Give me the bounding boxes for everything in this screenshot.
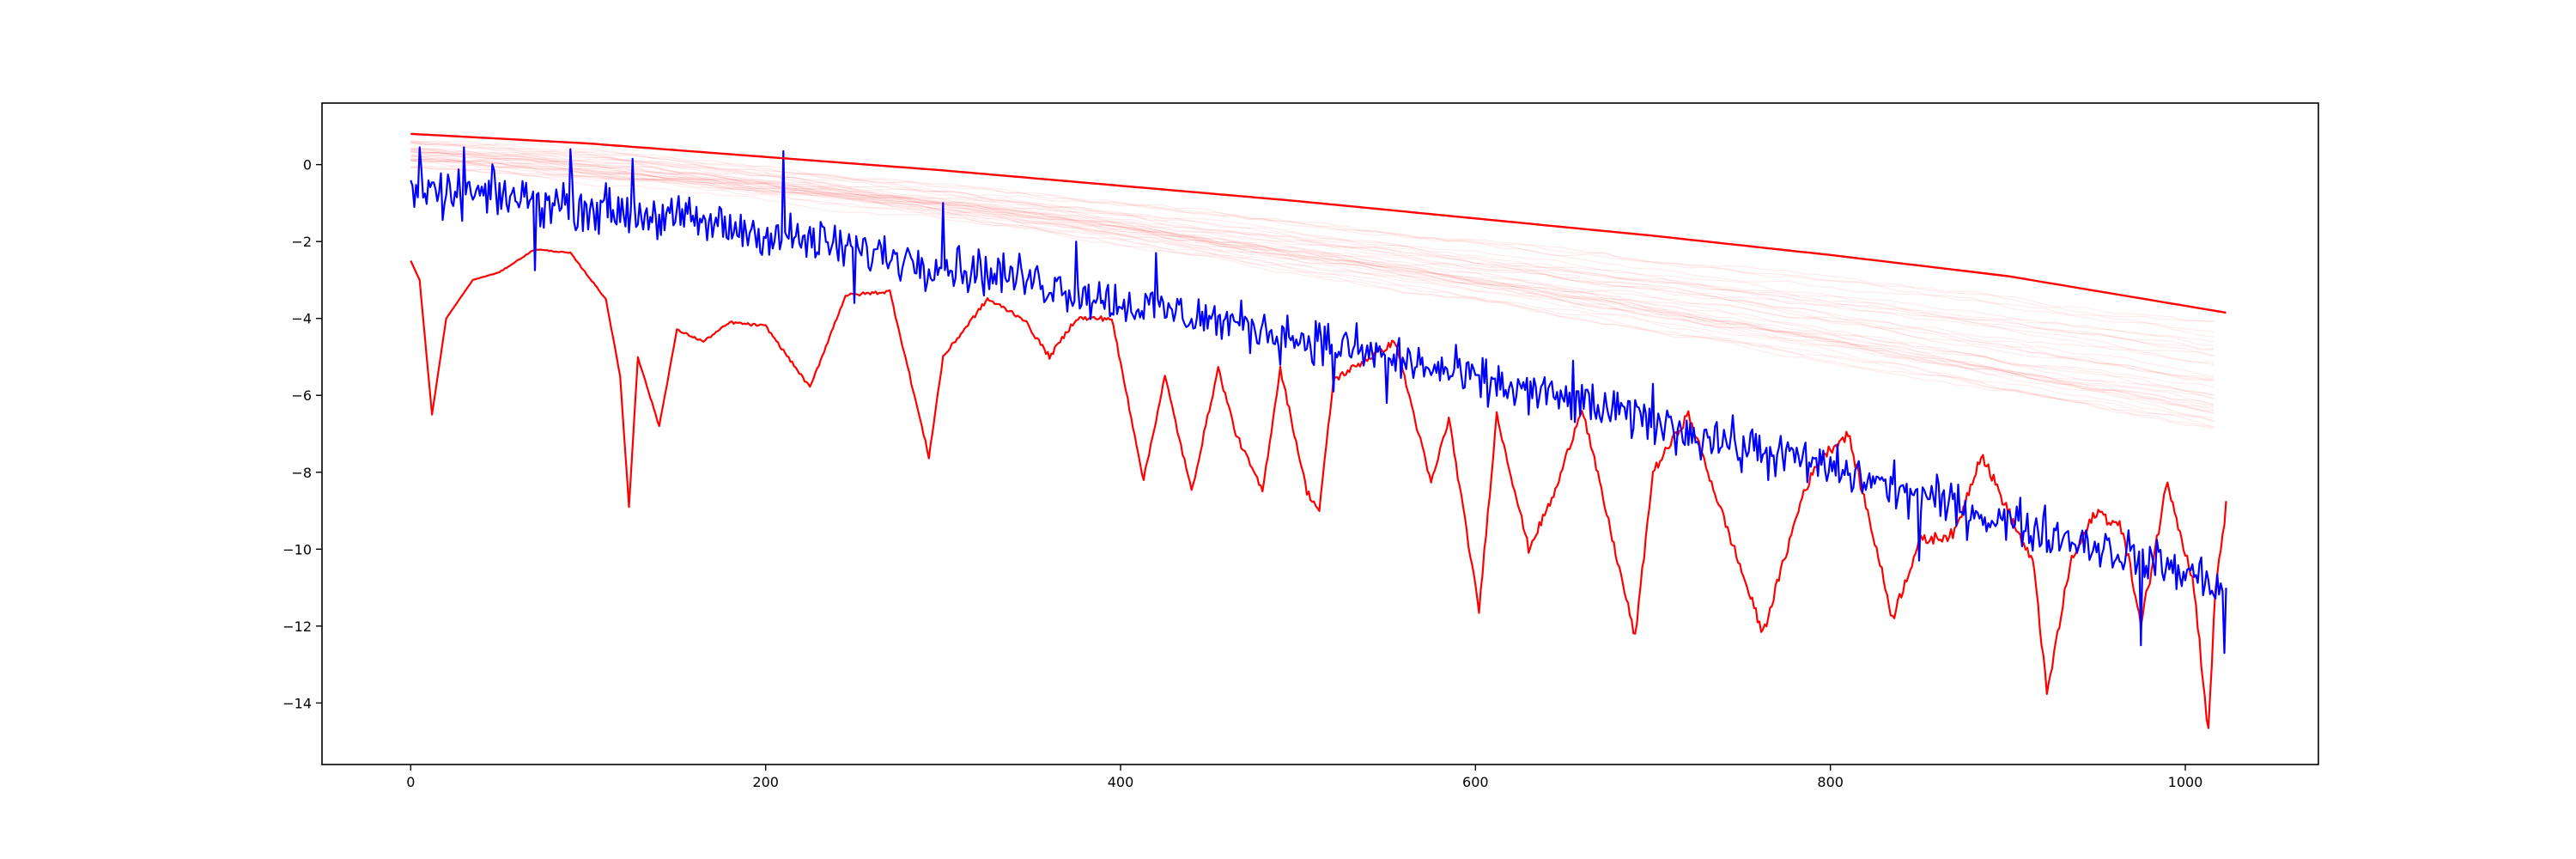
series-line-red-lower	[410, 248, 2227, 729]
faint-series-line	[410, 154, 2215, 414]
faint-series-line	[410, 166, 2215, 346]
faint-series-line	[410, 150, 2215, 412]
faint-series-line	[410, 160, 2215, 350]
faint-series-line	[410, 148, 2215, 396]
faint-series-line	[410, 158, 2215, 405]
faint-series-line	[410, 142, 2215, 381]
faint-series-line	[410, 155, 2215, 407]
faint-series-line	[410, 158, 2215, 396]
faint-series-line	[410, 149, 2215, 323]
faint-series-line	[410, 149, 2215, 411]
faint-series-line	[410, 160, 2215, 388]
x-tick-label: 600	[1462, 774, 1489, 790]
faint-series-line	[410, 159, 2215, 428]
faint-series-line	[410, 154, 2215, 405]
faint-series-line	[410, 152, 2215, 399]
faint-series-line	[410, 157, 2215, 350]
y-tick-label: −8	[291, 465, 312, 481]
y-tick-label: −2	[291, 234, 312, 250]
faint-series-line	[410, 160, 2215, 381]
faint-series-line	[410, 151, 2215, 422]
faint-series-line	[410, 155, 2215, 429]
faint-series-line	[410, 167, 2215, 356]
faint-lines-group	[410, 139, 2215, 430]
faint-series-line	[410, 153, 2215, 382]
y-tick-label: −10	[283, 541, 312, 557]
y-tick-label: −12	[283, 618, 312, 635]
faint-series-line	[410, 165, 2215, 422]
x-axis: 0 200 400 600 800 1000	[406, 765, 2202, 790]
faint-series-line	[410, 160, 2215, 363]
series-line-red-upper	[410, 132, 2227, 314]
faint-series-line	[410, 148, 2215, 419]
faint-series-line	[410, 143, 2215, 414]
faint-series-line	[410, 141, 2215, 366]
x-tick-label: 400	[1108, 774, 1134, 790]
x-tick-label: 1000	[2168, 774, 2203, 790]
series-group	[410, 132, 2227, 729]
faint-series-line	[410, 140, 2215, 378]
y-axis: 0 −2 −4 −6 −8 −10 −12 −14	[283, 157, 322, 711]
y-tick-label: −4	[291, 311, 312, 327]
faint-series-line	[410, 166, 2215, 343]
y-tick-label: 0	[303, 157, 312, 174]
faint-series-line	[410, 147, 2215, 322]
faint-series-line	[410, 147, 2215, 400]
x-tick-label: 200	[752, 774, 779, 790]
faint-series-line	[410, 142, 2215, 338]
faint-series-line	[410, 139, 2215, 332]
faint-series-line	[410, 149, 2215, 357]
y-tick-label: −6	[291, 387, 312, 404]
faint-series-line	[410, 157, 2215, 430]
faint-series-line	[410, 141, 2215, 380]
x-tick-label: 800	[1817, 774, 1844, 790]
faint-series-line	[410, 151, 2215, 409]
plot-frame	[321, 102, 2319, 765]
x-tick-label: 0	[406, 774, 415, 790]
series-line-blue	[410, 146, 2227, 655]
y-tick-label: −14	[283, 695, 312, 711]
